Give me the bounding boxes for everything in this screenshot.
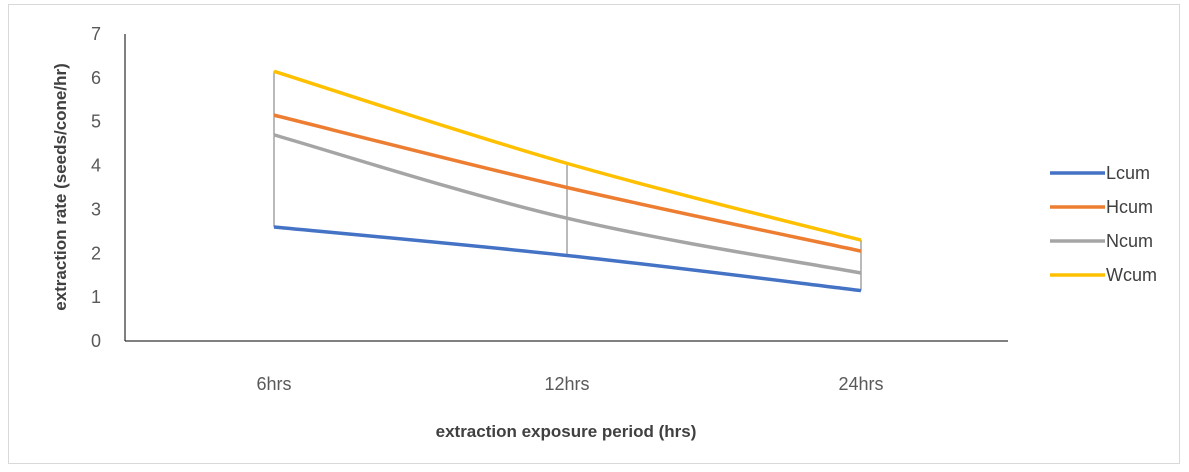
x-tick-label: 6hrs xyxy=(256,374,291,394)
y-tick-label: 5 xyxy=(91,112,101,132)
y-axis-title: extraction rate (seeds/cone/hr) xyxy=(51,63,70,311)
y-tick-label: 3 xyxy=(91,199,101,219)
legend: Lcum Hcum Ncum Wcum xyxy=(1050,163,1157,285)
legend-label: Wcum xyxy=(1106,265,1157,285)
series-lines xyxy=(273,69,862,293)
y-tick-label: 0 xyxy=(91,331,101,351)
series-line-hcum xyxy=(273,113,862,253)
series-line-lcum xyxy=(273,225,862,293)
legend-item-hcum: Hcum xyxy=(1050,197,1153,217)
y-tick-label: 4 xyxy=(91,156,101,176)
x-tick-label: 24hrs xyxy=(838,374,883,394)
legend-item-ncum: Ncum xyxy=(1050,231,1153,251)
x-tick-labels: 6hrs 12hrs 24hrs xyxy=(256,374,883,394)
y-tick-labels: 0 1 2 3 4 5 6 7 xyxy=(91,24,101,351)
y-tick-label: 1 xyxy=(91,287,101,307)
legend-label: Hcum xyxy=(1106,197,1153,217)
legend-label: Ncum xyxy=(1106,231,1153,251)
y-tick-label: 2 xyxy=(91,243,101,263)
legend-item-lcum: Lcum xyxy=(1050,163,1150,183)
series-line-wcum xyxy=(273,69,862,242)
legend-item-wcum: Wcum xyxy=(1050,265,1157,285)
chart-frame xyxy=(8,4,1180,464)
x-axis-title: extraction exposure period (hrs) xyxy=(436,422,697,441)
series-line-ncum xyxy=(273,133,862,275)
high-low-lines xyxy=(273,71,862,291)
legend-label: Lcum xyxy=(1106,163,1150,183)
y-tick-label: 6 xyxy=(91,68,101,88)
x-tick-label: 12hrs xyxy=(544,374,589,394)
y-tick-label: 7 xyxy=(91,24,101,44)
